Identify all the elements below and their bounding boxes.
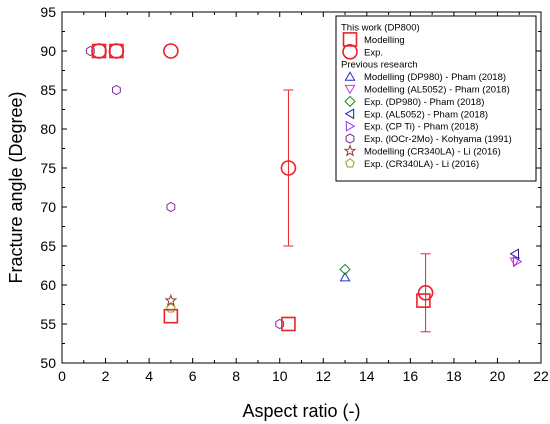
x-tick-label: 4 xyxy=(145,368,153,384)
ticks: 0 2 4 6 8 10 12 14 16 18 20 22 50 55 60 65 70 75 80 85 90 95 xyxy=(40,4,549,384)
data-point-circle xyxy=(163,43,179,59)
y-tick-label: 70 xyxy=(40,199,56,215)
x-tick-label: 16 xyxy=(403,368,419,384)
data-point-circle xyxy=(417,284,434,301)
x-tick-label: 0 xyxy=(58,368,66,384)
data-points xyxy=(85,43,523,332)
x-tick-label: 18 xyxy=(446,368,462,384)
y-tick-label: 75 xyxy=(40,160,56,176)
legend-label: Exp. (AL5052) - Pham (2018) xyxy=(364,109,488,120)
data-point-star xyxy=(164,293,178,307)
data-point-circle xyxy=(280,160,297,176)
legend-marker-hexagon xyxy=(345,133,355,144)
legend-label: Exp. (DP980) - Pham (2018) xyxy=(364,97,484,108)
legend-label: Exp. xyxy=(364,47,383,58)
legend-label: Exp. (CP Ti) - Pham (2018) xyxy=(364,122,478,133)
data-point-hexagon xyxy=(85,45,95,57)
y-tick-label: 95 xyxy=(40,4,56,20)
legend-label: Modelling (AL5052) - Pham (2018) xyxy=(364,85,510,96)
legend-marker-pentagon xyxy=(345,158,355,168)
legend-box xyxy=(335,15,537,182)
y-tick-label: 90 xyxy=(40,43,56,59)
x-tick-label: 14 xyxy=(359,368,375,384)
legend-marker-circle xyxy=(342,43,358,60)
legend-label: Modelling (DP980) - Pham (2018) xyxy=(364,72,506,83)
legend-marker-square xyxy=(342,32,358,47)
x-tick-label: 12 xyxy=(315,368,331,384)
x-axis-title: Aspect ratio (-) xyxy=(242,401,360,421)
legend-label: Modelling xyxy=(364,35,405,46)
legend-marker-diamond xyxy=(344,95,356,108)
y-axis-title: Fracture angle (Degree) xyxy=(6,91,26,283)
data-point-square xyxy=(416,293,431,308)
legend-marker-triangle-down xyxy=(344,84,356,95)
error-bars xyxy=(283,89,431,333)
y-tick-label: 85 xyxy=(40,82,56,98)
legend-label: Exp. (lOCr-2Mo) - Kohyama (1991) xyxy=(364,134,512,145)
y-tick-label: 60 xyxy=(40,277,56,293)
data-point-circle xyxy=(108,43,125,59)
x-tick-label: 20 xyxy=(490,368,506,384)
data-point-triangle-up xyxy=(339,271,351,282)
x-tick-label: 2 xyxy=(102,368,110,384)
y-tick-label: 65 xyxy=(40,238,56,254)
legend-marker-triangle-up xyxy=(344,71,356,81)
legend-label: Modelling (CR340LA) - Li (2016) xyxy=(364,147,501,158)
legend-header: Previous research xyxy=(341,60,418,71)
legend-header: This work (DP800) xyxy=(341,23,420,34)
data-point-hexagon xyxy=(166,201,176,213)
data-point-pentagon xyxy=(165,303,176,313)
x-tick-label: 10 xyxy=(272,368,288,384)
data-point-circle xyxy=(91,43,107,59)
y-tick-label: 80 xyxy=(40,121,56,137)
x-tick-label: 22 xyxy=(533,368,549,384)
x-tick-label: 6 xyxy=(189,368,197,384)
legend-marker-star xyxy=(343,144,357,157)
legend-marker-triangle-left xyxy=(344,108,355,120)
legend-marker-triangle-right xyxy=(345,120,356,132)
y-tick-label: 55 xyxy=(40,316,56,332)
data-point-diamond xyxy=(339,263,351,276)
x-tick-label: 8 xyxy=(232,368,240,384)
data-point-hexagon xyxy=(112,84,121,96)
data-point-square xyxy=(163,308,179,324)
legend-label: Exp. (CR340LA) - Li (2016) xyxy=(364,159,479,170)
data-point-hexagon xyxy=(275,318,285,330)
y-tick-label: 50 xyxy=(40,355,56,371)
data-point-square xyxy=(281,316,296,332)
data-point-triangle-right xyxy=(512,256,523,268)
data-point-triangle-left xyxy=(509,248,520,260)
